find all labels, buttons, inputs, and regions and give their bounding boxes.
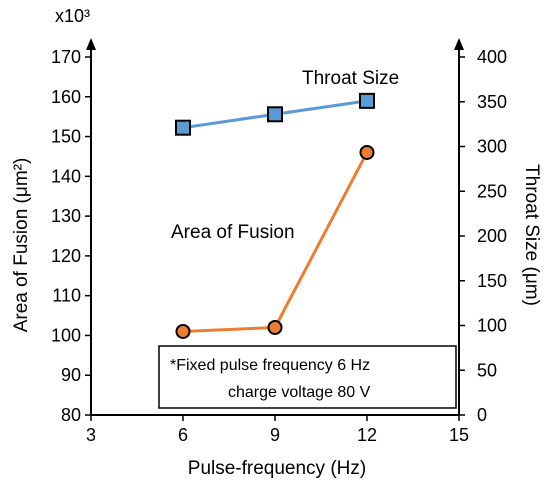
y-right-tick-label: 50 xyxy=(477,360,497,380)
y-left-tick-label: 110 xyxy=(52,286,81,306)
note-box: *Fixed pulse frequency 6 Hz charge volta… xyxy=(158,345,457,409)
throat-size-series-label: Throat Size xyxy=(302,68,399,89)
y-right-tick-label: 250 xyxy=(477,181,507,201)
y-left-tick-label: 100 xyxy=(51,325,81,345)
x-tick-label: 9 xyxy=(270,425,280,445)
y-left-tick-label: 170 xyxy=(51,47,81,67)
y-left-tick-label: 150 xyxy=(51,127,81,147)
y-right-tick-label: 100 xyxy=(477,316,507,336)
area-of-fusion-point xyxy=(359,144,375,160)
y-right-tick-label: 300 xyxy=(477,137,507,157)
y-right-tick-label: 400 xyxy=(477,47,507,67)
area-of-fusion-series-label: Area of Fusion xyxy=(171,222,295,243)
throat-size-point xyxy=(175,119,191,136)
y-left-tick-label: 160 xyxy=(51,87,81,107)
y-left-tick-label: 80 xyxy=(61,405,81,425)
area-of-fusion-point xyxy=(267,319,283,335)
y-right-arrow xyxy=(454,38,464,50)
y-left-axis-title: Area of Fusion (μm²) xyxy=(11,158,32,333)
y-left-tick-label: 120 xyxy=(51,246,81,266)
note-line-2: charge voltage 80 V xyxy=(228,384,371,401)
y-left-tick-label: 90 xyxy=(61,365,81,385)
y-right-axis-title: Throat Size (μm) xyxy=(521,164,542,306)
x-axis-title: Pulse-frequency (Hz) xyxy=(188,458,366,479)
x-tick-label: 3 xyxy=(86,425,96,445)
y-left-tick-label: 140 xyxy=(51,166,81,186)
x-tick-label: 6 xyxy=(178,425,188,445)
ticks: 3 6 9 12 15 80 90 100 110 120 130 140 150 160 170 0 50 10… xyxy=(51,47,507,445)
x-tick-label: 15 xyxy=(449,425,469,445)
note-line-1: *Fixed pulse frequency 6 Hz xyxy=(170,357,370,374)
area-of-fusion-point xyxy=(175,323,191,339)
throat-size-point xyxy=(267,106,283,123)
y-left-tick-label: 130 xyxy=(51,206,81,226)
y-right-tick-label: 150 xyxy=(477,271,507,291)
y-right-tick-label: 350 xyxy=(477,92,507,112)
x-tick-label: 12 xyxy=(357,425,377,445)
y-right-tick-label: 200 xyxy=(477,226,507,246)
y-right-tick-label: 0 xyxy=(477,405,487,425)
series-layer xyxy=(175,92,375,339)
y-multiplier-label: x10³ xyxy=(55,6,90,26)
y-left-arrow xyxy=(86,38,96,50)
throat-size-point xyxy=(359,92,375,109)
